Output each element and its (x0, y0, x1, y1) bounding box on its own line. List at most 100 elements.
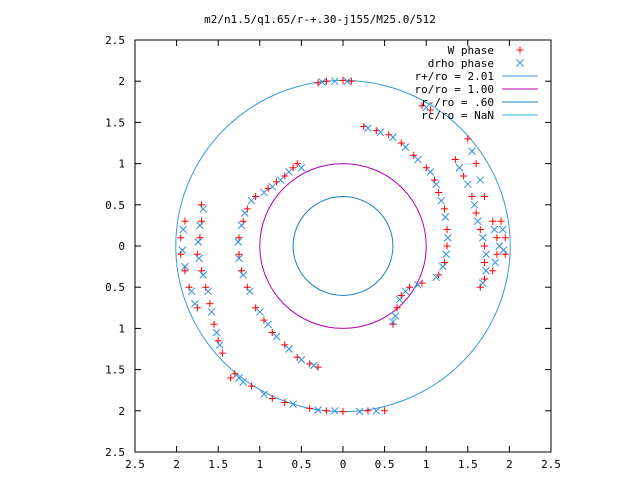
w-phase-point (441, 205, 449, 213)
drho-phase-point (470, 200, 479, 209)
drho-phase-point (239, 270, 248, 279)
w-phase-point (443, 242, 451, 250)
drho-phase-point (432, 273, 441, 282)
drho-phase-point (191, 299, 199, 308)
w-phase-point (451, 155, 459, 163)
w-phase-point (410, 151, 418, 159)
x-tick-label: 2.5 (541, 458, 561, 471)
axis-ticks: 2.5 2 1.5 1 0.5 0 0.5 1 1.5 2 2.52.521.510.500.511… (105, 34, 561, 471)
w-phase-point (480, 258, 488, 266)
drho-phase-point (478, 233, 487, 242)
w-phase-point (347, 77, 355, 85)
w-phase-point (243, 283, 251, 291)
drho-phase-point (414, 155, 422, 164)
w-phase-point (218, 349, 226, 357)
w-phase-point (397, 139, 405, 147)
drho-phase-point (264, 320, 272, 329)
drho-phase-point (289, 400, 297, 409)
w-phase-point (497, 217, 505, 225)
drho-phase-point (181, 262, 189, 271)
legend-label: drho phase (428, 57, 494, 70)
x-tick-label: 1 (423, 458, 430, 471)
drho-phase-point (442, 250, 451, 259)
drho-phase-point (463, 180, 472, 189)
drho-phase-point (426, 167, 435, 176)
legend-label: r-/ro = .60 (421, 96, 494, 109)
drho-phase-point (395, 295, 404, 304)
drho-phase-point (255, 308, 264, 316)
drho-phase-point (245, 287, 254, 296)
drho-phase-point (212, 328, 221, 337)
drho-phase-point (234, 238, 243, 246)
drho-phase-point (285, 167, 293, 176)
y-tick-label: 1 (118, 158, 125, 171)
x-tick-label: 0 (340, 458, 347, 471)
y-tick-label: 0 (118, 240, 125, 253)
w-phase-point (260, 316, 268, 324)
x-tick-label: 1.5 (208, 458, 228, 471)
y-tick-label: 2 (118, 75, 125, 88)
w-phase-point (206, 300, 214, 308)
x-tick-label: 0.5 (291, 458, 311, 471)
drho-phase-point (422, 103, 431, 112)
w-phase-point (293, 160, 301, 168)
drho-phase-point (490, 225, 499, 234)
drho-phase-point (355, 407, 364, 416)
w-phase-point (472, 160, 480, 168)
w-phase-point (381, 407, 389, 415)
drho-phase-point (199, 270, 208, 279)
drho-phase-point (318, 78, 327, 86)
drho-phase-point (376, 128, 385, 137)
drho-phase-point (330, 406, 339, 415)
w-phase-point (235, 250, 243, 258)
drho-phase-point (389, 317, 397, 326)
w-phase-point (210, 320, 218, 328)
w-phase-point (322, 407, 330, 415)
drho-phase-point (482, 266, 490, 275)
w-phase-point (314, 79, 322, 87)
drho-phase-point (499, 246, 508, 254)
w-phase-point (468, 193, 476, 201)
drho-phase-point (401, 287, 410, 296)
drho-phase-point (196, 221, 204, 230)
w-phase-point (177, 234, 185, 242)
w-phase-point (339, 408, 347, 416)
drho-phase-point (187, 287, 196, 296)
drho-phase-point (195, 254, 203, 263)
w-phase-point (243, 205, 251, 213)
w-phase-point (268, 394, 276, 402)
w-phase-point (289, 164, 297, 172)
drho-phase-point (216, 341, 224, 349)
y-tick-label: 1.5 (105, 364, 125, 377)
w-phase-point (460, 172, 468, 180)
w-phase-point (464, 135, 472, 143)
w-phase-point (489, 267, 497, 275)
x-tick-label: 0.5 (375, 458, 395, 471)
drho-phase-point (364, 124, 372, 133)
drho-phase-point (310, 361, 318, 370)
drho-phase-point (297, 355, 306, 364)
reference-circle (292, 196, 394, 296)
drho-phase-point (204, 287, 213, 296)
y-tick-label: 1.5 (105, 116, 125, 129)
w-phase-point (493, 234, 501, 242)
drho-phase-point (476, 176, 485, 184)
w-phase-point (322, 77, 330, 85)
drho-phase-point (389, 133, 397, 142)
drho-phase-point (268, 182, 277, 191)
w-phase-point (227, 374, 235, 382)
w-phase-point (480, 193, 488, 201)
x-tick-label: 1.5 (458, 458, 478, 471)
drho-phase-point (330, 77, 339, 86)
y-tick-label: 0.5 (105, 199, 125, 212)
w-phase-point (476, 283, 484, 291)
drho-phase-point (473, 217, 482, 226)
w-phase-point (235, 234, 243, 242)
drho-phase-point (272, 332, 281, 341)
x-tick-label: 1 (256, 458, 263, 471)
drho-phase-point (343, 77, 352, 86)
drho-phase-point (478, 279, 487, 287)
drho-phase-point (468, 147, 476, 156)
w-phase-point (306, 404, 314, 412)
drho-phase-point (179, 225, 188, 234)
